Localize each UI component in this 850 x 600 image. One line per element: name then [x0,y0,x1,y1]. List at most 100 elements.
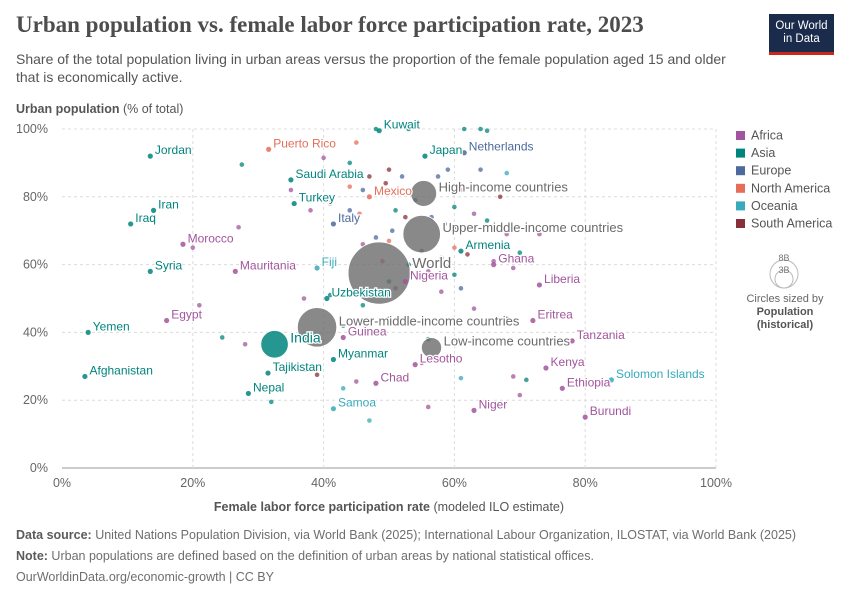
y-tick-label: 80% [23,190,48,204]
data-point [510,265,516,271]
data-point [452,272,457,278]
label-italy: Italy [338,211,360,225]
y-axis-title: Urban population (% of total) [16,102,183,116]
note-text: Urban populations are defined based on t… [47,549,594,563]
data-point [439,255,444,261]
label-lower-middle-income-countries: Lower-middle-income countries [339,313,520,328]
point-lesotho [412,362,418,368]
data-point [504,170,510,176]
point-low-income-countries [421,337,443,359]
x-tick-label: 0% [53,476,71,490]
label-eritrea: Eritrea [537,308,573,322]
point-solomon-islands [608,377,614,383]
footer-url[interactable]: OurWorldinData.org/economic-growth | CC … [16,570,274,584]
point-high-income-countries [410,180,438,207]
data-point [301,367,307,372]
y-axis-title-bold: Urban population [16,102,119,116]
data-point [484,218,490,223]
point-egypt [164,317,170,324]
data-point [386,316,392,322]
logo-line-2: in Data [783,33,820,45]
point-ghana [491,262,497,268]
data-point [439,289,444,295]
source-text: United Nations Population Division, via … [91,528,797,542]
data-point [367,418,372,423]
data-point [478,167,483,172]
point-iraq [128,221,134,227]
point-turkey [291,200,297,207]
label-chad: Chad [381,370,410,384]
data-point [357,211,362,217]
data-point [393,208,398,213]
y-axis-title-unit: (% of total) [119,102,183,116]
point-tanzania [569,338,575,344]
x-tick-label: 40% [311,476,336,490]
data-point [497,194,503,200]
label-turkey: Turkey [299,191,335,205]
point-iran [150,207,157,213]
label-saudi-arabia: Saudi Arabia [296,167,364,181]
size-legend-caption: Circles sized by [746,293,824,305]
legend-label-south-america: South America [751,217,832,231]
label-iran: Iran [158,197,179,211]
label-tajikistan: Tajikistan [273,360,322,374]
label-kuwait: Kuwait [384,118,421,132]
owid-logo[interactable]: Our World in Data [769,14,834,55]
point-mexico [366,194,372,200]
legend-swatch-asia [736,148,745,158]
point-nepal [245,390,251,397]
point-ethiopia [559,385,565,391]
size-legend-variable: Population [757,306,814,318]
label-low-income-countries: Low-income countries [444,334,571,349]
data-point [465,252,470,257]
point-syria [147,268,153,274]
legend-swatch-europe [736,166,745,176]
label-lesotho: Lesotho [420,352,463,366]
label-mexico: Mexico [374,184,412,198]
data-point [419,360,425,366]
y-tick-label: 100% [16,122,48,136]
data-point [327,201,333,206]
data-point [242,341,248,347]
data-point [197,302,202,308]
point-afghanistan [82,373,88,380]
point-italy [330,221,337,227]
data-point [458,375,464,381]
data-point [517,392,523,398]
label-mauritania: Mauritania [240,258,296,272]
label-puerto-rico: Puerto Rico [273,136,336,150]
data-point [373,235,379,240]
point-tajikistan [265,370,271,376]
data-point [314,372,320,378]
x-tick-label: 100% [700,476,732,490]
label-yemen: Yemen [93,319,130,333]
footer-note: Note: Urban populations are defined base… [16,549,594,563]
x-axis-title-unit: (modeled ILO estimate) [430,500,564,514]
label-samoa: Samoa [338,396,376,410]
label-world: World [412,255,451,272]
data-point [268,399,274,405]
point-japan [422,153,428,159]
point-world [347,241,411,305]
legend-label-europe: Europe [751,164,791,178]
data-point [380,353,385,359]
point-india [260,330,289,359]
point-eritrea [530,317,536,324]
x-tick-label: 80% [573,476,598,490]
y-tick-label: 0% [30,461,48,475]
data-point [442,221,447,227]
data-point [504,231,510,237]
data-point [461,126,467,132]
legend-label-north-america: North America [751,181,830,195]
label-niger: Niger [479,397,508,411]
x-tick-label: 20% [180,476,205,490]
data-point [537,231,542,237]
point-myanmar [330,356,337,363]
label-afghanistan: Afghanistan [89,363,152,377]
legend-swatch-oceania [736,201,745,211]
x-axis-title-bold: Female labor force participation rate [214,500,430,514]
data-point [471,306,477,311]
data-point [367,174,372,179]
point-burundi [582,414,588,420]
